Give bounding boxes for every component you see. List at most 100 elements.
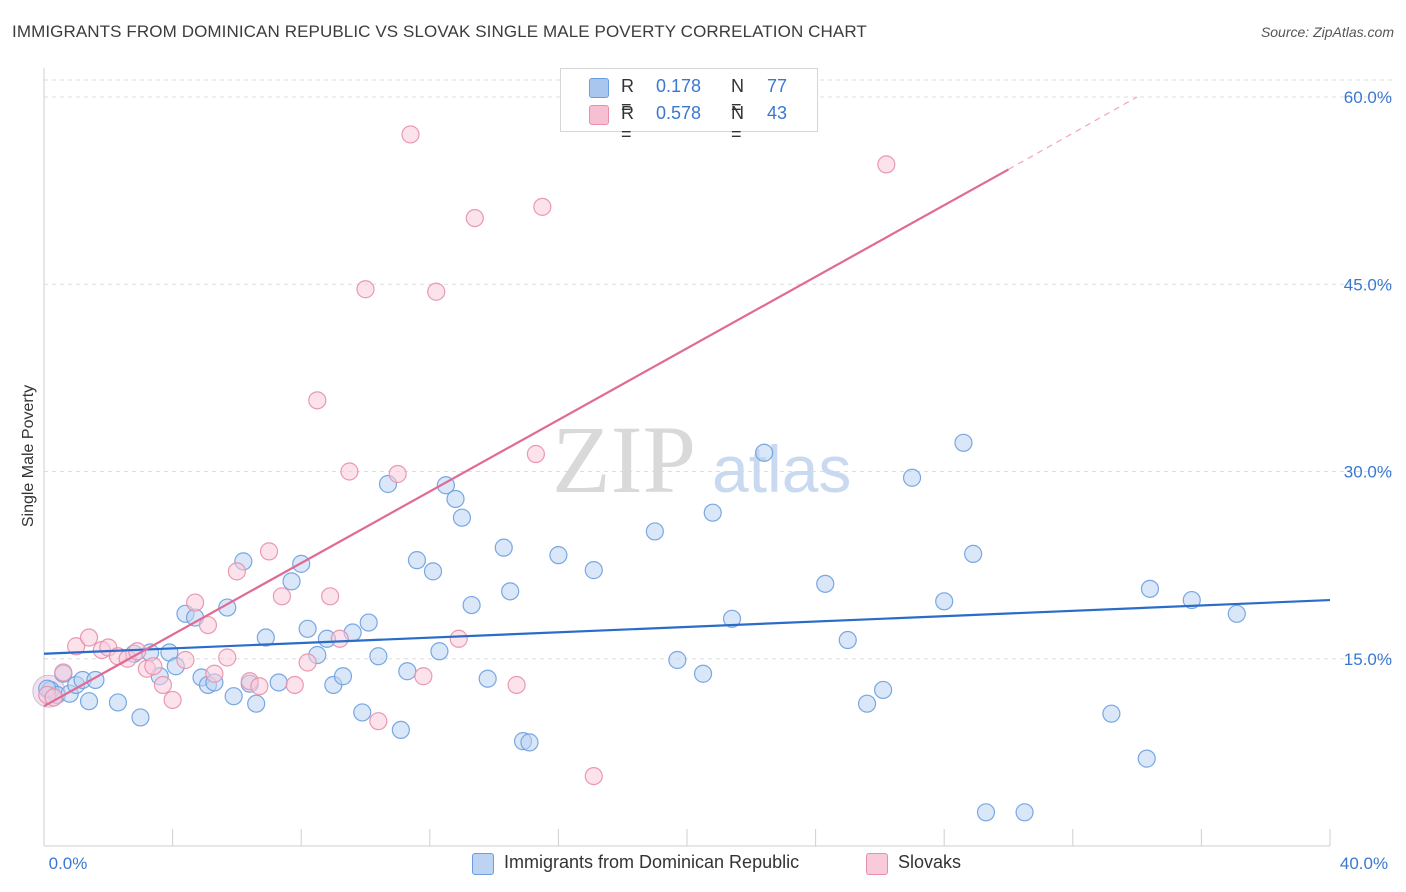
data-point-dominican (494, 538, 513, 557)
legend-r-label: R = (621, 76, 634, 117)
data-point-dominican (423, 562, 443, 581)
trend-line-slovak (43, 168, 1010, 708)
data-point-slovak (259, 542, 279, 561)
x-tick-label: 40.0% (1340, 854, 1388, 873)
data-point-dominican (430, 642, 449, 661)
data-point-dominican (1140, 579, 1160, 598)
bottom-legend-swatch-blue (472, 853, 494, 875)
data-point-dominican (218, 598, 237, 617)
data-point-dominican (722, 609, 742, 628)
x-tick-label: 0.0% (49, 854, 88, 873)
data-point-dominican (954, 433, 973, 452)
legend: R = 0.178 N = 77 R = 0.578 N = 43 (560, 68, 818, 144)
data-point-dominican (369, 647, 388, 666)
data-point-dominican (816, 574, 835, 593)
chart-title: IMMIGRANTS FROM DOMINICAN REPUBLIC VS SL… (12, 22, 867, 41)
trend-line-slovak-extension (1008, 96, 1138, 170)
data-point-dominican (131, 708, 150, 727)
data-point-slovak (205, 664, 224, 683)
data-point-slovak (427, 282, 446, 301)
data-point-dominican (333, 667, 353, 686)
data-point-slovak (340, 462, 359, 481)
data-point-dominican (755, 443, 774, 462)
legend-swatch-blue (589, 78, 609, 98)
data-point-dominican (398, 662, 417, 681)
data-point-slovak (186, 593, 205, 612)
data-point-dominican (976, 803, 996, 822)
watermark: ZIP atlas (552, 406, 851, 513)
data-point-dominican (549, 546, 568, 565)
data-point-dominican (964, 544, 983, 563)
data-point-dominican (520, 733, 539, 752)
legend-n-label: N = (731, 76, 744, 117)
legend-r-value: 0.578 (656, 103, 702, 123)
data-point-slovak (198, 615, 218, 635)
data-point-dominican (874, 680, 893, 700)
data-point-dominican (108, 693, 128, 712)
tick-labels: 15.0% 30.0% 45.0% 60.0% 0.0% 40.0% (49, 88, 1392, 873)
data-point-slovak (507, 675, 526, 695)
data-point-dominican (703, 503, 722, 522)
data-point-dominican (1015, 803, 1034, 822)
data-point-dominican (1182, 590, 1201, 610)
data-point-slovak (533, 197, 552, 216)
watermark-zip: ZIP (552, 406, 696, 513)
data-point-dominican (298, 619, 317, 638)
source-label: Source: ZipAtlas.com (1260, 24, 1394, 40)
data-point-dominican (478, 669, 497, 688)
data-point-dominican (1102, 704, 1121, 723)
legend-n-value: 77 (767, 76, 788, 96)
data-point-dominican (584, 561, 603, 580)
data-point-dominican (247, 694, 266, 713)
legend-swatch-pink (589, 105, 609, 125)
bottom-legend-swatch-pink (866, 853, 888, 875)
data-point-slovak (163, 690, 182, 710)
data-point-slovak (44, 688, 63, 707)
data-point-dominican (407, 551, 427, 570)
data-point-dominican (256, 628, 275, 647)
data-point-dominican (668, 650, 687, 670)
y-tick-label: 45.0% (1344, 275, 1392, 294)
data-point-dominican (446, 489, 465, 509)
data-point-slovak (449, 629, 468, 648)
data-point-dominican (857, 694, 877, 713)
data-point-dominican (501, 582, 520, 601)
data-point-dominican (391, 720, 410, 740)
trend-line-dominican (43, 598, 1331, 655)
data-point-dominican (902, 468, 922, 487)
data-point-dominican (79, 692, 99, 711)
data-point-slovak (356, 280, 375, 299)
y-tick-label: 15.0% (1344, 650, 1392, 669)
data-point-slovak (54, 663, 73, 682)
data-point-dominican (693, 664, 713, 683)
data-point-slovak (176, 650, 195, 670)
data-point-dominican (282, 572, 301, 591)
data-point-slovak (369, 712, 388, 731)
data-point-slovak (298, 653, 317, 672)
data-point-slovak (414, 667, 433, 686)
data-point-dominican (645, 522, 664, 541)
trend-lines (43, 96, 1331, 708)
bottom-legend-label: Immigrants from Dominican Republic (504, 852, 800, 872)
axes (43, 68, 1331, 847)
data-point-dominican (1137, 749, 1156, 768)
data-point-dominican (838, 630, 857, 650)
data-point-dominican (935, 592, 954, 611)
legend-r-label: R = (621, 103, 634, 144)
data-point-slovak (388, 464, 407, 484)
data-point-slovak (308, 391, 327, 410)
data-point-slovak (465, 208, 484, 228)
watermark-atlas: atlas (712, 432, 851, 506)
legend-n-label: N = (731, 103, 744, 144)
data-point-slovak (584, 766, 603, 786)
data-point-slovak (218, 648, 237, 667)
data-point-dominican (353, 703, 372, 722)
data-point-slovak (285, 675, 304, 695)
data-point-slovak (79, 628, 99, 647)
data-point-dominican (269, 673, 288, 692)
data-point-dominican (359, 613, 378, 632)
y-tick-label: 30.0% (1344, 463, 1392, 482)
data-point-slovak (272, 587, 292, 606)
data-point-slovak (144, 657, 163, 676)
